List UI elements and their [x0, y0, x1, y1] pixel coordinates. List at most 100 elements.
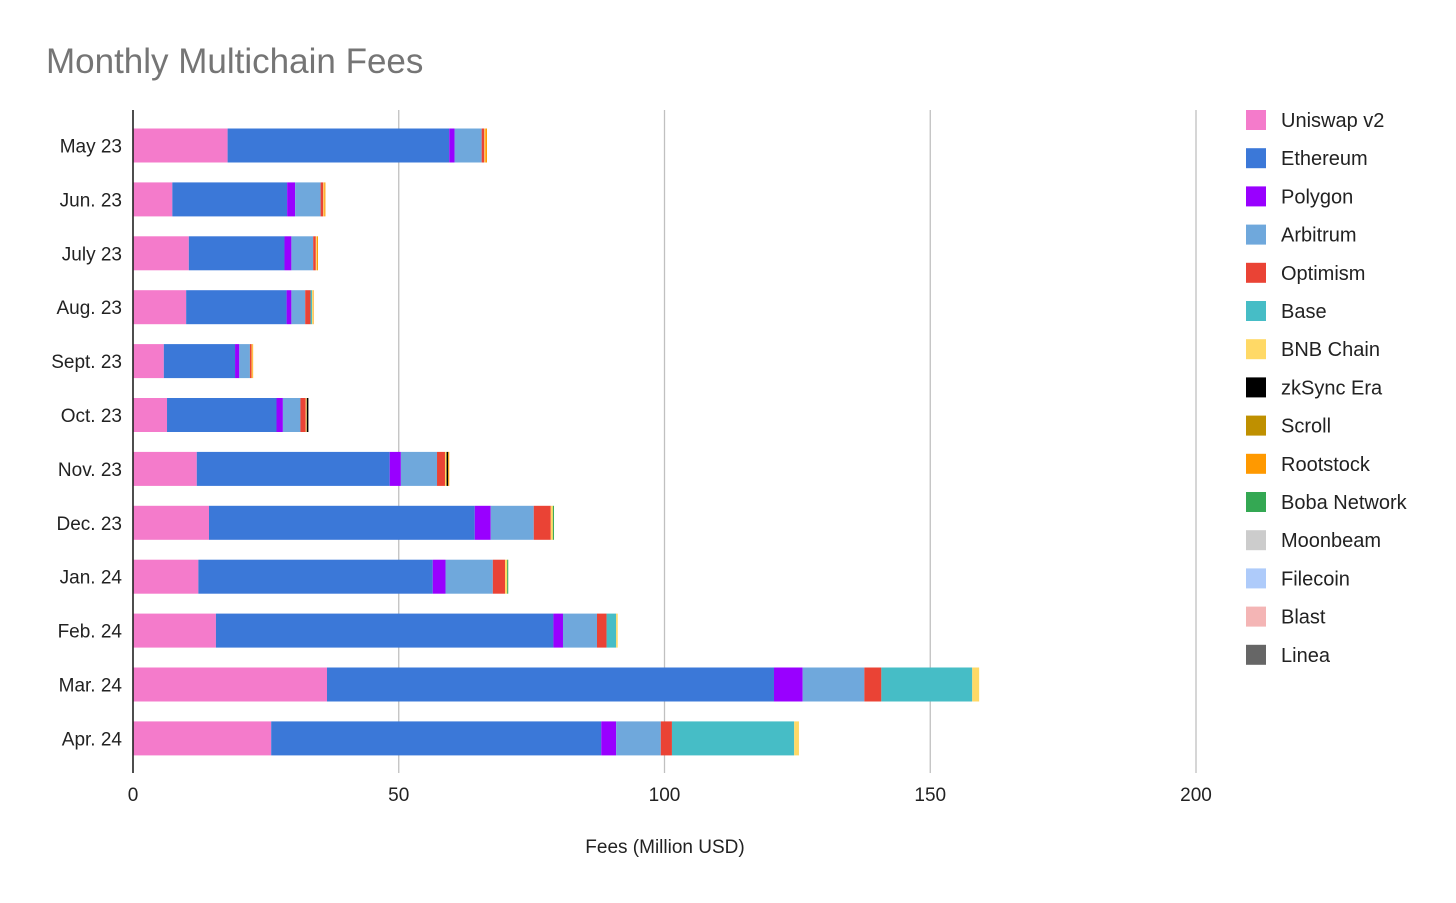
bar-segment-ethereum	[198, 559, 433, 594]
bar-row	[133, 721, 799, 756]
legend-label: Scroll	[1281, 416, 1331, 438]
bar-segment-ethereum	[209, 505, 475, 540]
bar-segment-uniswap-v2	[133, 398, 168, 432]
bar-row	[133, 398, 309, 432]
bar-segment-arbitrum	[490, 505, 534, 540]
legend-label: Moonbeam	[1281, 530, 1381, 552]
legend-label: Filecoin	[1281, 568, 1350, 590]
bar-segment-rootstock	[313, 290, 314, 325]
bar-segment-ethereum	[215, 613, 554, 648]
bar-segment-optimism	[305, 290, 311, 325]
bar-segment-bnb-chain	[251, 344, 253, 379]
bar-segment-polygon	[432, 559, 446, 594]
bar-segment-uniswap-v2	[133, 667, 327, 702]
bar-segment-bnb-chain	[315, 236, 317, 271]
bar-segment-polygon	[553, 613, 563, 648]
legend-label: zkSync Era	[1281, 377, 1383, 399]
bar-segment-uniswap-v2	[133, 451, 197, 486]
bar-segment-base	[606, 613, 617, 648]
bar-segment-arbitrum	[616, 721, 661, 756]
bar-segment-ethereum	[163, 344, 236, 379]
legend-item: Blast	[1246, 606, 1326, 629]
legend-swatch	[1246, 262, 1266, 283]
y-tick-label: Sept. 23	[51, 352, 122, 373]
legend-item: Moonbeam	[1246, 530, 1381, 552]
bar-segment-arbitrum	[802, 667, 865, 702]
legend-swatch	[1246, 110, 1266, 130]
bar-segment-uniswap-v2	[133, 505, 210, 540]
legend-item: Base	[1246, 301, 1327, 323]
bar-segment-bnb-chain	[505, 559, 508, 594]
bar-segment-uniswap-v2	[133, 559, 199, 594]
legend-item: Polygon	[1246, 186, 1353, 208]
legend-label: Ethereum	[1281, 148, 1368, 170]
bar-segment-base	[671, 721, 795, 756]
legend-label: Linea	[1281, 645, 1331, 667]
legend-swatch	[1246, 606, 1266, 627]
bar-row	[133, 559, 509, 594]
bar-segment-optimism	[437, 451, 445, 486]
bar-segment-ethereum	[227, 128, 450, 163]
legend-item: Ethereum	[1246, 148, 1368, 170]
bar-segment-rootstock	[485, 128, 487, 163]
x-tick-label: 150	[914, 785, 946, 806]
bar-segment-optimism	[492, 559, 506, 594]
y-tick-label: Feb. 24	[58, 622, 123, 643]
y-tick-label: Dec. 23	[57, 514, 122, 535]
legend-swatch	[1246, 186, 1266, 207]
bar-segment-ethereum	[186, 290, 287, 325]
bar-row	[133, 290, 314, 325]
x-axis-label: Fees (Million USD)	[585, 837, 744, 858]
legend: Uniswap v2 Ethereum Polygon Arbitrum Optimis…	[1246, 110, 1408, 667]
legend-label: Boba Network	[1281, 492, 1408, 514]
bar-segment-uniswap-v2	[133, 182, 173, 217]
y-tick-labels: May 23 Jun. 23 July 23 Aug. 23 Sept. 23 Oct. …	[51, 137, 122, 751]
bar-segment-bnb-chain	[312, 290, 314, 325]
bar-segment-arbitrum	[562, 613, 597, 648]
y-tick-label: Oct. 23	[61, 406, 122, 427]
bar-segment-uniswap-v2	[133, 236, 189, 271]
bar-segment-optimism	[320, 182, 324, 217]
y-tick-label: Apr. 24	[62, 729, 123, 750]
bar-segment-bnb-chain	[444, 451, 447, 486]
bar-segment-zksync-era	[306, 398, 309, 432]
legend-item: Arbitrum	[1246, 224, 1357, 247]
bar-segment-ethereum	[188, 236, 285, 271]
bar-segment-uniswap-v2	[133, 290, 187, 325]
bar-row	[133, 505, 554, 540]
y-tick-label: Jan. 24	[60, 568, 123, 589]
bar-segment-bnb-chain	[794, 721, 799, 756]
legend-swatch	[1246, 644, 1266, 665]
legend-item: Boba Network	[1246, 492, 1408, 514]
bar-segment-rootstock	[252, 344, 254, 379]
legend-item: BNB Chain	[1246, 339, 1380, 361]
legend-item: zkSync Era	[1246, 377, 1383, 399]
legend-label: Base	[1281, 301, 1327, 323]
bar-segment-boba-network	[507, 559, 509, 594]
legend-label: Rootstock	[1281, 454, 1371, 476]
bar-segment-arbitrum	[282, 398, 301, 432]
bar-row	[133, 344, 254, 379]
bar-segment-polygon	[276, 398, 283, 432]
legend-swatch	[1246, 301, 1266, 321]
bar-segment-ethereum	[167, 398, 277, 432]
bar-segment-rootstock	[316, 236, 318, 271]
legend-swatch	[1246, 377, 1266, 398]
bar-segment-polygon	[286, 290, 292, 325]
bar-segment-optimism	[533, 505, 551, 540]
bar-segment-bnb-chain	[616, 613, 618, 648]
bar-segment-arbitrum	[400, 451, 438, 486]
y-tick-label: Jun. 23	[60, 190, 122, 211]
legend-swatch	[1246, 224, 1266, 245]
bar-segment-arbitrum	[239, 344, 250, 379]
y-tick-label: Aug. 23	[57, 298, 123, 319]
bar-segment-ethereum	[271, 721, 602, 756]
bar-segment-arbitrum	[445, 559, 493, 594]
bar-segment-polygon	[389, 451, 401, 486]
bar-segment-ethereum	[326, 667, 774, 702]
bar-segment-zksync-era	[446, 451, 449, 486]
bar-segment-uniswap-v2	[133, 613, 216, 648]
bar-segment-uniswap-v2	[133, 128, 228, 163]
x-tick-label: 200	[1180, 785, 1212, 806]
bar-segment-ethereum	[172, 182, 288, 217]
